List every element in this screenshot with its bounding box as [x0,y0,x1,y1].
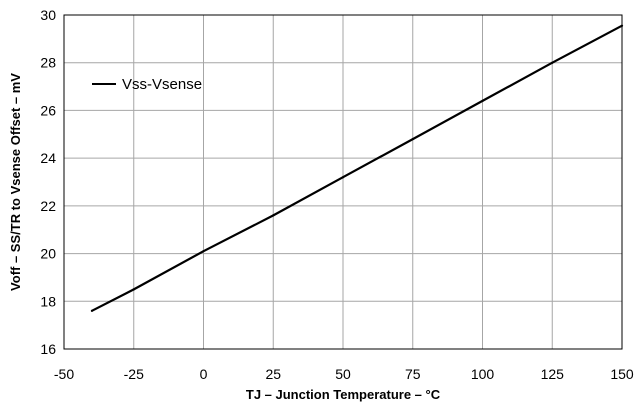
x-tick-label: -50 [54,366,74,382]
data-point [620,24,624,27]
y-tick-label: 30 [40,7,56,23]
x-tick-label: 150 [610,366,634,382]
y-tick-label: 16 [40,341,56,357]
data-point [411,137,414,141]
data-point [90,309,93,312]
y-tick-label: 26 [40,102,56,118]
x-axis-title: TJ – Junction Temperature – °C [246,387,441,402]
x-tick-label: 100 [471,366,495,382]
data-point [341,176,345,179]
y-tick-label: 18 [40,293,56,309]
x-tick-label: -25 [124,366,144,382]
data-point [202,250,205,253]
y-axis-title: Voff – SS/TR to Vsense Offset – mV [8,73,23,291]
x-tick-label: 50 [335,366,351,382]
y-tick-label: 28 [40,55,56,71]
x-tick-label: 0 [200,366,208,382]
data-point [551,61,554,64]
x-tick-label: 125 [541,366,565,382]
y-tick-labels: 16 18 20 22 24 26 28 30 [40,7,56,357]
x-tick-label: 75 [405,366,421,382]
x-tick-label: 25 [265,366,281,382]
series-layer [90,24,624,312]
legend-label-vss-vsense: Vss-Vsense [122,76,202,93]
y-tick-label: 20 [40,246,56,262]
data-point [272,214,275,217]
x-tick-labels: -50 -25 0 25 50 75 100 125 150 [54,366,634,382]
legend: Vss-Vsense [92,76,202,93]
plot-frame [63,14,623,350]
data-point [132,288,135,291]
y-tick-label: 22 [40,198,56,214]
series-line-vss-vsense [91,24,623,312]
y-tick-label: 24 [40,150,56,166]
data-point [481,99,484,102]
grid [63,14,623,350]
